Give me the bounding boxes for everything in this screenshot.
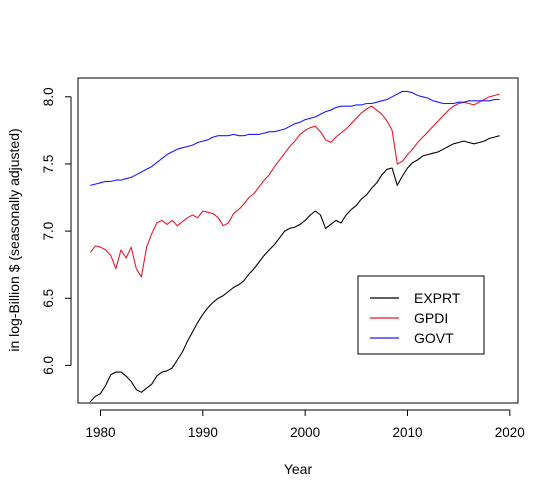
y-tick-label: 6.0 (41, 356, 56, 375)
x-axis-title: Year (284, 461, 313, 477)
y-tick-label: 7.0 (41, 222, 56, 241)
series-line-gpdi (89, 93, 500, 278)
series-line-govt (90, 90, 500, 186)
y-axis-title: in log-Billion $ (seasonally adjusted) (6, 128, 22, 351)
x-axis: 1980 1990 2000 2010 2020 (85, 409, 525, 440)
series-layer (89, 90, 500, 403)
legend-label: GOVT (414, 330, 454, 346)
legend-box (357, 275, 485, 355)
y-tick-label: 7.5 (41, 155, 56, 174)
legend-label: EXPRT (414, 290, 461, 306)
x-tick-label: 2010 (392, 425, 422, 440)
legend-label: GPDI (414, 310, 448, 326)
x-tick-label: 2000 (290, 425, 320, 440)
y-tick-label: 6.5 (41, 289, 56, 308)
y-tick-label: 8.0 (41, 87, 56, 106)
x-tick-label: 1990 (188, 425, 218, 440)
plot-frame (77, 77, 519, 404)
x-tick-label: 1980 (85, 425, 115, 440)
series-line-exprt (89, 135, 500, 403)
legend: EXPRT GPDI GOVT (357, 275, 485, 355)
y-axis: 6.0 6.5 7.0 7.5 8.0 (41, 87, 72, 375)
x-tick-label: 2020 (495, 425, 525, 440)
